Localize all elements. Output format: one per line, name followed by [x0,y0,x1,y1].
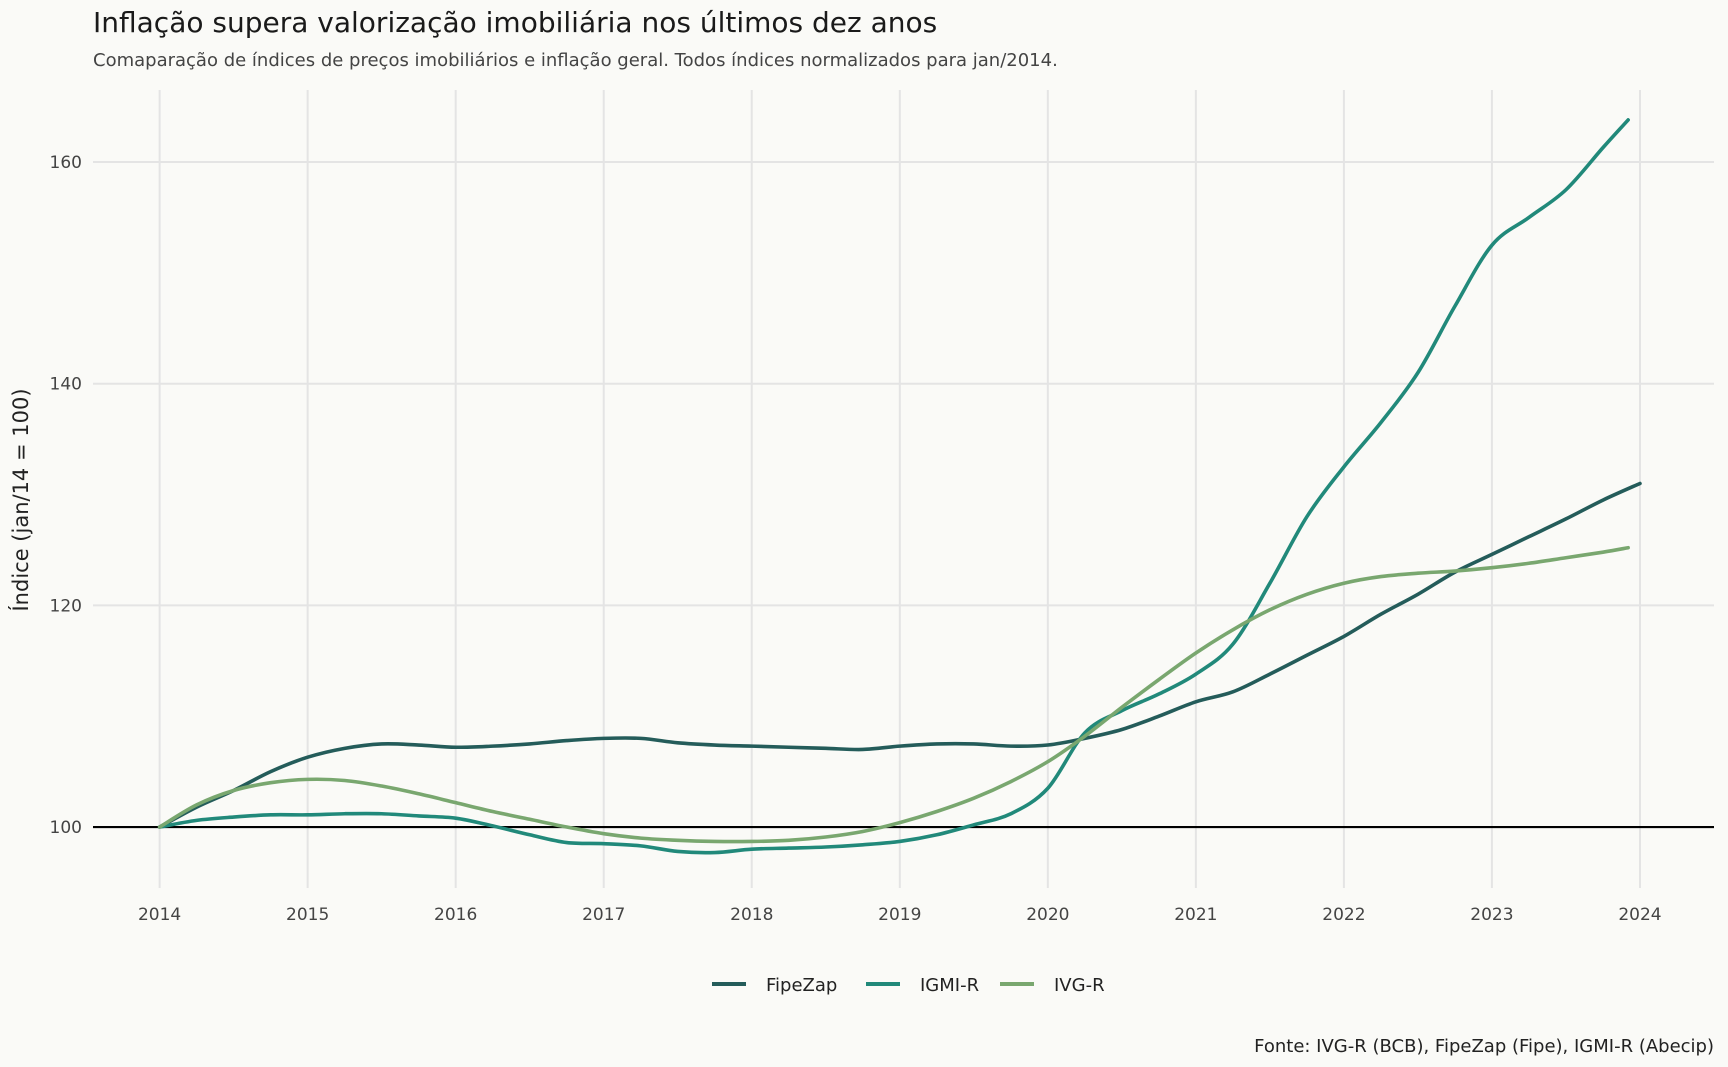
y-tick-label: 120 [50,596,82,616]
legend-label-fipezap: FipeZap [766,975,837,996]
x-tick-label: 2023 [1470,905,1513,925]
x-tick-label: 2015 [286,905,329,925]
x-tick-label: 2024 [1618,905,1661,925]
legend: FipeZap IGMI-R IVG-R [712,975,1105,996]
series-line-fipezap [157,481,1642,829]
chart-title: Inflação supera valorização imobiliária … [93,6,938,39]
y-tick-label: 100 [50,818,82,838]
legend-label-ivg-r: IVG-R [1054,975,1105,996]
series-line-ivg-r [157,545,1630,844]
grid [93,90,1714,888]
series-line-igmi-r [157,118,1630,855]
chart-subtitle: Comaparação de índices de preços imobili… [93,50,1058,71]
y-axis-title: Índice (jan/14 = 100) [8,388,33,611]
series-group [157,118,1642,855]
x-tick-label: 2020 [1026,905,1069,925]
y-tick-label: 160 [50,153,82,173]
x-tick-label: 2016 [434,905,477,925]
x-tick-label: 2018 [730,905,773,925]
legend-label-igmi-r: IGMI-R [920,975,979,996]
x-tick-label: 2014 [138,905,181,925]
x-tick-label: 2017 [582,905,625,925]
chart-caption: Fonte: IVG-R (BCB), FipeZap (Fipe), IGMI… [1254,1036,1714,1057]
y-tick-label: 140 [50,375,82,395]
x-tick-label: 2019 [878,905,921,925]
y-axis-ticks: 100 120 140 160 [50,153,82,838]
x-axis-ticks: 2014 2015 2016 2017 2018 2019 2020 2021 2022 2023… [138,905,1662,925]
x-tick-label: 2021 [1174,905,1217,925]
x-tick-label: 2022 [1322,905,1365,925]
